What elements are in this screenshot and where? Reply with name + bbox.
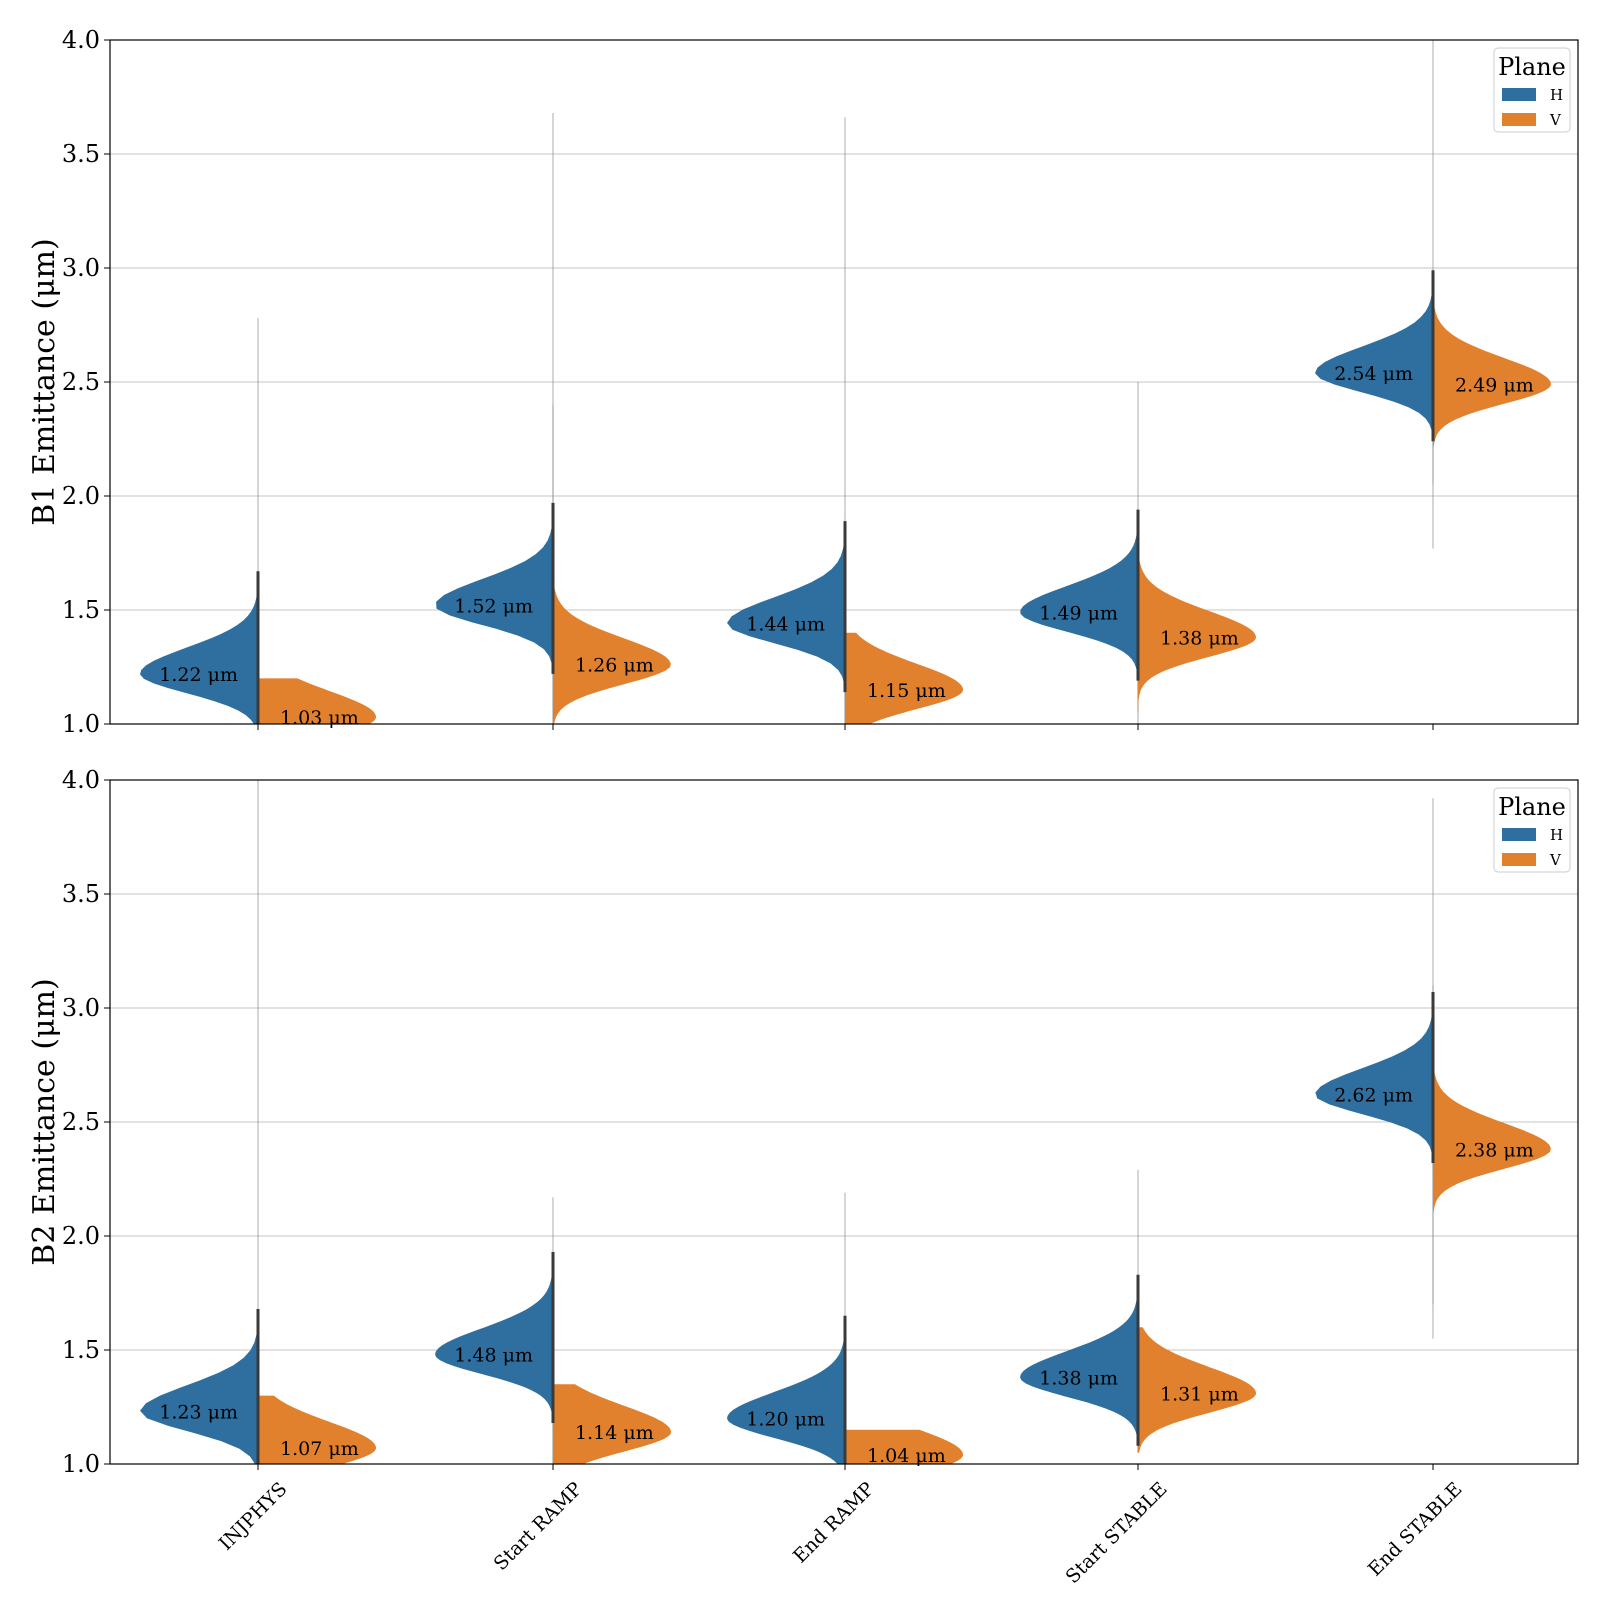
legend: Plane HV bbox=[1493, 47, 1571, 133]
median-label: 1.26 μm bbox=[575, 655, 654, 677]
violin-h-0 bbox=[140, 318, 258, 724]
violin-h-1 bbox=[435, 1197, 553, 1464]
legend-entry-h: H bbox=[1550, 86, 1563, 104]
median-label: 1.38 μm bbox=[1160, 627, 1239, 649]
median-label: 1.20 μm bbox=[746, 1408, 825, 1430]
legend-entry-h: H bbox=[1550, 826, 1563, 844]
violin-h-3 bbox=[1020, 382, 1138, 724]
x-category-label: Start RAMP bbox=[490, 1478, 587, 1575]
violin-v-2 bbox=[845, 632, 963, 724]
legend-swatch-v bbox=[1502, 853, 1536, 866]
violin-h-4 bbox=[1315, 40, 1433, 549]
violin-v-1 bbox=[553, 1384, 671, 1464]
y-tick-label: 2.0 bbox=[62, 1222, 100, 1250]
violin-v-3 bbox=[1138, 553, 1256, 713]
violins bbox=[140, 780, 1551, 1464]
y-tick-label: 4.0 bbox=[62, 26, 100, 54]
y-tick-label: 1.0 bbox=[62, 1450, 100, 1478]
y-axis-title: B1 Emittance (μm) bbox=[27, 238, 62, 525]
legend: Plane HV bbox=[1493, 787, 1571, 873]
violin-h-0 bbox=[140, 780, 258, 1464]
y-axis-title: B2 Emittance (μm) bbox=[27, 978, 62, 1265]
x-category-label: INJPHYS bbox=[215, 1478, 292, 1555]
legend-swatch-h bbox=[1502, 828, 1536, 841]
median-label: 2.62 μm bbox=[1334, 1085, 1413, 1107]
y-tick-label: 2.5 bbox=[62, 368, 100, 396]
plot-frame bbox=[109, 39, 1579, 725]
y-tick-label: 4.0 bbox=[62, 766, 100, 794]
y-tick-label: 3.0 bbox=[62, 994, 100, 1022]
panel-2: 1.0 1.5 2.0 2.5 3.0 3.5 4.0 1.23 μm 1.48 μm 1.20 … bbox=[27, 766, 1579, 1588]
median-label: 1.52 μm bbox=[454, 595, 533, 617]
violin-h-4 bbox=[1315, 798, 1433, 1339]
violin-v-4 bbox=[1433, 279, 1551, 485]
median-label: 1.48 μm bbox=[454, 1345, 533, 1367]
median-label: 2.38 μm bbox=[1455, 1139, 1534, 1161]
legend-entry-v: V bbox=[1549, 111, 1562, 129]
violin-v-0 bbox=[258, 1395, 376, 1464]
y-tick-label: 1.5 bbox=[62, 1336, 100, 1364]
y-tick-label: 3.0 bbox=[62, 254, 100, 282]
x-category-label: End STABLE bbox=[1364, 1478, 1467, 1581]
median-label: 1.44 μm bbox=[746, 614, 825, 636]
median-label: 1.04 μm bbox=[867, 1445, 946, 1467]
violin-v-3 bbox=[1138, 1327, 1256, 1453]
legend-swatch-v bbox=[1502, 113, 1536, 126]
median-label: 2.54 μm bbox=[1334, 363, 1413, 385]
median-label: 1.03 μm bbox=[280, 707, 359, 729]
legend-swatch-h bbox=[1502, 88, 1536, 101]
median-label: 1.22 μm bbox=[159, 664, 238, 686]
median-label: 1.15 μm bbox=[867, 680, 946, 702]
y-tick-label: 1.0 bbox=[62, 710, 100, 738]
x-category-label: Start STABLE bbox=[1062, 1478, 1172, 1588]
y-tick-label: 2.5 bbox=[62, 1108, 100, 1136]
panel-1: 1.0 1.5 2.0 2.5 3.0 3.5 4.0 1.22 μm 1.52 μm 1.44 … bbox=[27, 26, 1579, 738]
legend-title: Plane bbox=[1498, 793, 1566, 821]
median-label: 1.31 μm bbox=[1160, 1383, 1239, 1405]
median-label: 1.23 μm bbox=[159, 1402, 238, 1424]
legend-entry-v: V bbox=[1549, 851, 1562, 869]
legend-title: Plane bbox=[1498, 53, 1566, 81]
violin-v-4 bbox=[1433, 985, 1551, 1305]
median-label: 1.14 μm bbox=[575, 1422, 654, 1444]
median-label: 2.49 μm bbox=[1455, 374, 1534, 396]
violin-v-2 bbox=[845, 1429, 963, 1464]
y-tick-label: 2.0 bbox=[62, 482, 100, 510]
median-label: 1.07 μm bbox=[280, 1438, 359, 1460]
y-tick-label: 3.5 bbox=[62, 140, 100, 168]
violin-v-0 bbox=[258, 678, 376, 724]
median-label: 1.49 μm bbox=[1039, 602, 1118, 624]
violin-v-1 bbox=[553, 404, 671, 724]
y-tick-label: 1.5 bbox=[62, 596, 100, 624]
violins bbox=[140, 40, 1551, 724]
violin-h-2 bbox=[727, 117, 845, 724]
median-label: 1.38 μm bbox=[1039, 1367, 1118, 1389]
violin-h-2 bbox=[727, 1192, 845, 1464]
violin-h-3 bbox=[1020, 1169, 1138, 1453]
violin-h-1 bbox=[436, 112, 553, 724]
plot-frame bbox=[109, 779, 1579, 1465]
y-tick-label: 3.5 bbox=[62, 880, 100, 908]
x-category-label: End RAMP bbox=[789, 1478, 879, 1568]
